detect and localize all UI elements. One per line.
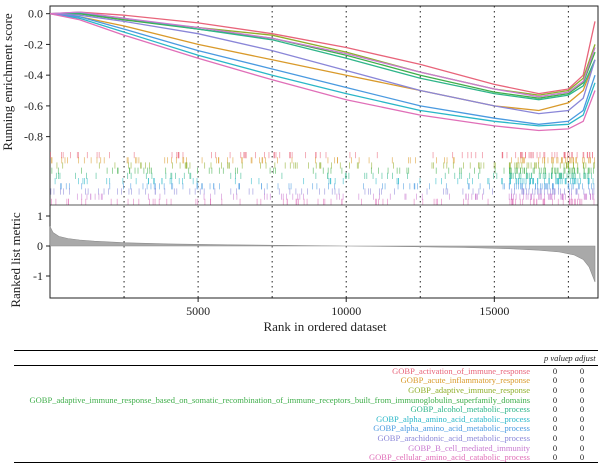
pvalue-row: GOBP_alcohol_metabolic_process 0 0 <box>14 404 598 414</box>
gene-set-name: GOBP_adaptive_immune_response_based_on_s… <box>29 394 530 405</box>
enrichment-line-6 <box>49 13 596 127</box>
p-value-cell: 0 <box>552 384 558 395</box>
p-value-cell: 0 <box>552 394 558 405</box>
gene-hit-row-4 <box>51 167 594 174</box>
x-tick-label: 10000 <box>331 304 361 318</box>
enrichment-line-8 <box>49 13 596 115</box>
enrichment-line-9 <box>49 11 596 98</box>
pvalue-table-body: GOBP_activation_of_immune_response 0 0 GOBP… <box>14 366 598 462</box>
p-value-cell: 0 <box>552 365 558 376</box>
p-adjust-cell: 0 <box>579 384 585 395</box>
gene-set-name: GOBP_cellular_amino_acid_catabolic_proce… <box>369 452 530 463</box>
y-axis-label-top: Running enrichment score <box>0 13 15 150</box>
p-value-cell: 0 <box>552 442 558 453</box>
enrichment-line-1 <box>49 11 596 95</box>
p-adjust-cell: 0 <box>579 423 585 434</box>
gene-hit-panel <box>50 152 595 205</box>
enrichment-line-3 <box>50 13 596 96</box>
gene-hit-row-8 <box>50 188 595 195</box>
y-axis-label-bottom: Ranked list metric <box>8 212 23 308</box>
p-value-header: p value <box>544 353 569 363</box>
gene-hit-row-5 <box>55 172 592 179</box>
pvalue-table: p value p adjust GOBP_activation_of_immu… <box>14 350 598 463</box>
p-adjust-cell: 0 <box>579 452 585 463</box>
gene-hit-row-1 <box>50 152 593 159</box>
gene-hit-row-3 <box>56 162 595 169</box>
pvalue-row: GOBP_cellular_amino_acid_catabolic_proce… <box>14 452 598 462</box>
p-adjust-cell: 0 <box>579 404 585 415</box>
enrichment-line-5 <box>49 12 596 101</box>
pvalue-table-header: p value p adjust <box>14 351 598 366</box>
gene-set-name: GOBP_alpha_amino_acid_catabolic_process <box>376 413 530 424</box>
gene-set-name: GOBP_alpha_amino_acid_metabolic_process <box>373 423 530 434</box>
enrichment-line-7 <box>49 13 596 125</box>
p-adjust-cell: 0 <box>579 365 585 376</box>
p-adjust-cell: 0 <box>579 432 585 443</box>
pvalue-row: GOBP_adaptive_immune_response_based_on_s… <box>14 395 598 405</box>
pvalue-row: GOBP_B_cell_mediated_immunity 0 0 <box>14 443 598 453</box>
gene-hit-row-10 <box>51 198 595 205</box>
y-tick-label-top: 0.0 <box>28 7 43 21</box>
p-adjust-cell: 0 <box>579 413 585 424</box>
pvalue-row: GOBP_acute_inflammatory_response 0 0 <box>14 375 598 386</box>
pvalue-row: GOBP_alpha_amino_acid_metabolic_process 0… <box>14 423 598 434</box>
pvalue-row: GOBP_alpha_amino_acid_catabolic_process 0… <box>14 414 598 424</box>
p-value-cell: 0 <box>552 432 558 443</box>
gene-hit-row-2 <box>51 157 595 164</box>
gene-set-name: GOBP_adaptive_immune_response <box>408 384 530 395</box>
x-tick-label: 15000 <box>479 304 509 318</box>
enrichment-line-10 <box>49 13 596 132</box>
p-value-cell: 0 <box>552 423 558 434</box>
p-value-cell: 0 <box>552 404 558 415</box>
gene-set-name: GOBP_alcohol_metabolic_process <box>410 404 530 415</box>
plot-frame <box>49 5 599 299</box>
y-tick-label-top: -0.8 <box>24 130 43 144</box>
pvalue-row: GOBP_activation_of_immune_response 0 0 <box>14 366 598 376</box>
p-adjust-cell: 0 <box>579 375 585 386</box>
gene-hit-row-9 <box>76 193 595 200</box>
running-score-panel: 0.0 -0.2 -0.4 -0.6 -0.8 <box>24 5 599 299</box>
enrichment-line-4 <box>50 13 596 99</box>
gene-set-name: GOBP_acute_inflammatory_response <box>400 375 530 386</box>
y-tick-label-top: -0.6 <box>24 99 43 113</box>
y-tick-label-top: -0.2 <box>24 37 43 51</box>
pvalue-row: GOBP_adaptive_immune_response 0 0 <box>14 385 598 395</box>
y-tick-label-bottom: -1 <box>33 269 43 283</box>
p-adjust-cell: 0 <box>579 394 585 405</box>
ranked-metric-area <box>49 226 596 283</box>
gsea-plot: 0.0 -0.2 -0.4 -0.6 -0.8 1 0 -1 5000 10000 15000 R… <box>0 5 599 334</box>
y-tick-label-top: -0.4 <box>24 68 43 82</box>
y-tick-label-bottom: 0 <box>37 239 43 253</box>
gene-set-name: GOBP_activation_of_immune_response <box>392 365 530 376</box>
gene-hit-row-7 <box>60 183 595 190</box>
enrichment-line-2 <box>49 13 596 112</box>
p-value-cell: 0 <box>552 452 558 463</box>
gene-hit-row-6 <box>54 178 594 185</box>
p-value-cell: 0 <box>552 413 558 424</box>
pvalue-row: GOBP_arachidonic_acid_metabolic_process 0… <box>14 433 598 443</box>
gene-set-name: GOBP_arachidonic_acid_metabolic_process <box>377 432 530 443</box>
p-adjust-header: p adjust <box>568 353 596 363</box>
ranked-metric-panel: 1 0 -1 5000 10000 15000 <box>33 204 598 318</box>
x-tick-label: 5000 <box>186 304 210 318</box>
x-axis-label: Rank in ordered dataset <box>263 319 386 334</box>
y-tick-label-bottom: 1 <box>37 209 43 223</box>
p-value-cell: 0 <box>552 375 558 386</box>
gene-set-name: GOBP_B_cell_mediated_immunity <box>408 442 530 453</box>
p-adjust-cell: 0 <box>579 442 585 453</box>
